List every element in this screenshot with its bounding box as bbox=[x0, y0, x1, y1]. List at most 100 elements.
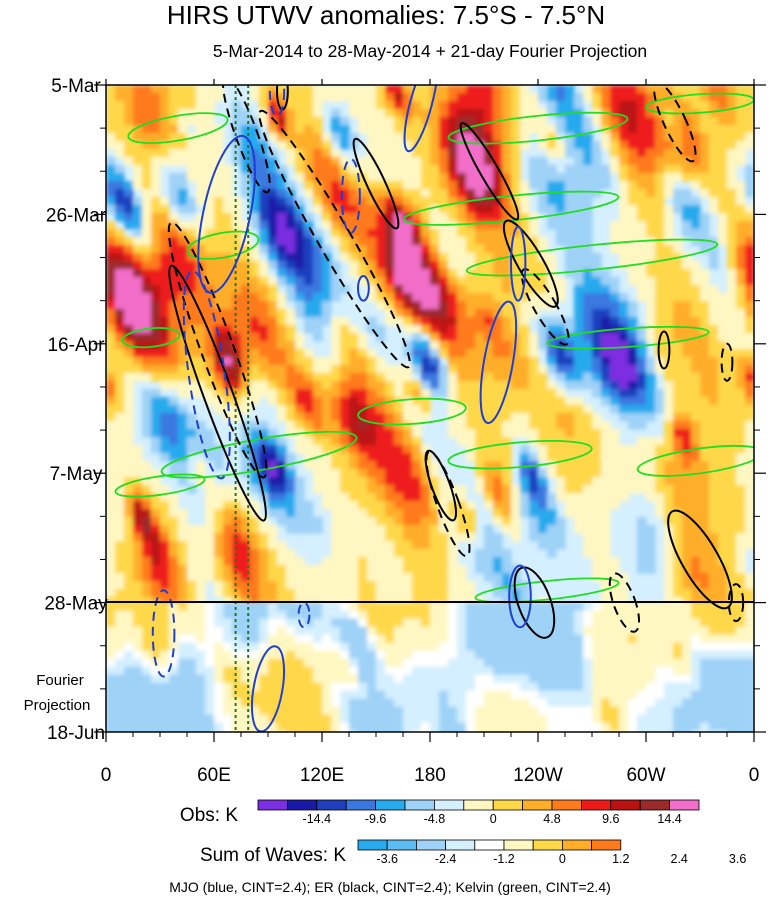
obs-cell bbox=[331, 117, 341, 126]
projection-cell bbox=[637, 610, 647, 620]
projection-cell bbox=[412, 618, 422, 628]
projection-cell bbox=[583, 634, 593, 644]
projection-cell bbox=[151, 674, 161, 684]
projection-cell bbox=[520, 626, 530, 636]
obs-cell bbox=[700, 165, 710, 174]
obs-cell bbox=[403, 421, 413, 430]
obs-cell bbox=[259, 421, 269, 430]
obs-cell bbox=[196, 93, 206, 102]
obs-cell bbox=[430, 541, 440, 550]
obs-cell bbox=[664, 229, 674, 238]
obs-cell bbox=[106, 237, 116, 246]
obs-cell bbox=[313, 365, 323, 374]
obs-cell bbox=[601, 365, 611, 374]
projection-cell bbox=[529, 690, 539, 700]
obs-cell bbox=[439, 325, 449, 334]
obs-cell bbox=[691, 173, 701, 182]
obs-cell bbox=[241, 405, 251, 414]
obs-cell bbox=[466, 509, 476, 518]
obs-cell bbox=[430, 229, 440, 238]
projection-cell bbox=[385, 626, 395, 636]
obs-cell bbox=[475, 157, 485, 166]
obs-cell bbox=[115, 261, 125, 270]
obs-cell bbox=[628, 389, 638, 398]
obs-cell bbox=[646, 533, 656, 542]
obs-cell bbox=[295, 197, 305, 206]
obs-cell bbox=[655, 117, 665, 126]
obs-cell bbox=[142, 501, 152, 510]
obs-cell bbox=[628, 421, 638, 430]
obs-cell bbox=[169, 357, 179, 366]
obs-cell bbox=[601, 117, 611, 126]
projection-cell bbox=[295, 610, 305, 620]
obs-cell bbox=[403, 589, 413, 598]
obs-cell bbox=[484, 421, 494, 430]
projection-cell bbox=[565, 690, 575, 700]
obs-cell bbox=[493, 269, 503, 278]
obs-cell bbox=[745, 181, 754, 190]
obs-cell bbox=[196, 245, 206, 254]
obs-cell bbox=[250, 517, 260, 526]
obs-cell bbox=[358, 493, 368, 502]
obs-cell bbox=[664, 189, 674, 198]
projection-cell bbox=[286, 618, 296, 628]
obs-cell bbox=[340, 349, 350, 358]
obs-cell bbox=[133, 149, 143, 158]
obs-cell bbox=[619, 205, 629, 214]
obs-cell bbox=[394, 125, 404, 134]
obs-cell bbox=[142, 165, 152, 174]
obs-cell bbox=[133, 221, 143, 230]
obs-cell bbox=[124, 413, 134, 422]
obs-cell bbox=[142, 517, 152, 526]
obs-cell bbox=[394, 181, 404, 190]
obs-cell bbox=[160, 525, 170, 534]
obs-cell bbox=[322, 581, 332, 590]
projection-cell bbox=[736, 610, 746, 620]
obs-cell bbox=[421, 557, 431, 566]
obs-cell bbox=[322, 485, 332, 494]
obs-cell bbox=[394, 573, 404, 582]
obs-cell bbox=[304, 261, 314, 270]
obs-cell bbox=[610, 461, 620, 470]
obs-cell bbox=[610, 165, 620, 174]
projection-cell bbox=[709, 602, 719, 612]
obs-cell bbox=[718, 309, 728, 318]
projection-cell bbox=[646, 666, 656, 676]
obs-cell bbox=[457, 85, 467, 94]
obs-cell bbox=[376, 525, 386, 534]
obs-cell bbox=[538, 157, 548, 166]
projection-cell bbox=[277, 626, 287, 636]
obs-cell bbox=[529, 453, 539, 462]
obs-cell bbox=[124, 365, 134, 374]
projection-cell bbox=[592, 698, 602, 708]
obs-cell bbox=[502, 485, 512, 494]
obs-cell bbox=[304, 453, 314, 462]
obs-cell bbox=[457, 133, 467, 142]
obs-cell bbox=[394, 549, 404, 558]
obs-cell bbox=[646, 565, 656, 574]
obs-cell bbox=[385, 557, 395, 566]
obs-cell bbox=[115, 349, 125, 358]
obs-cell bbox=[169, 541, 179, 550]
projection-cell bbox=[187, 642, 197, 652]
obs-cell bbox=[745, 109, 754, 118]
obs-cell bbox=[286, 381, 296, 390]
obs-cell bbox=[142, 581, 152, 590]
obs-cell bbox=[223, 189, 233, 198]
obs-cell bbox=[124, 117, 134, 126]
obs-cell bbox=[223, 397, 233, 406]
projection-cell bbox=[376, 674, 386, 684]
obs-cell bbox=[700, 221, 710, 230]
obs-cell bbox=[304, 269, 314, 278]
obs-cell bbox=[313, 477, 323, 486]
obs-cell bbox=[385, 93, 395, 102]
projection-cell bbox=[178, 618, 188, 628]
obs-cell bbox=[358, 437, 368, 446]
obs-cell bbox=[484, 141, 494, 150]
projection-cell bbox=[601, 698, 611, 708]
obs-cell bbox=[133, 573, 143, 582]
obs-cell bbox=[475, 485, 485, 494]
obs-cell bbox=[286, 269, 296, 278]
projection-cell bbox=[349, 618, 359, 628]
projection-cell bbox=[214, 650, 224, 660]
